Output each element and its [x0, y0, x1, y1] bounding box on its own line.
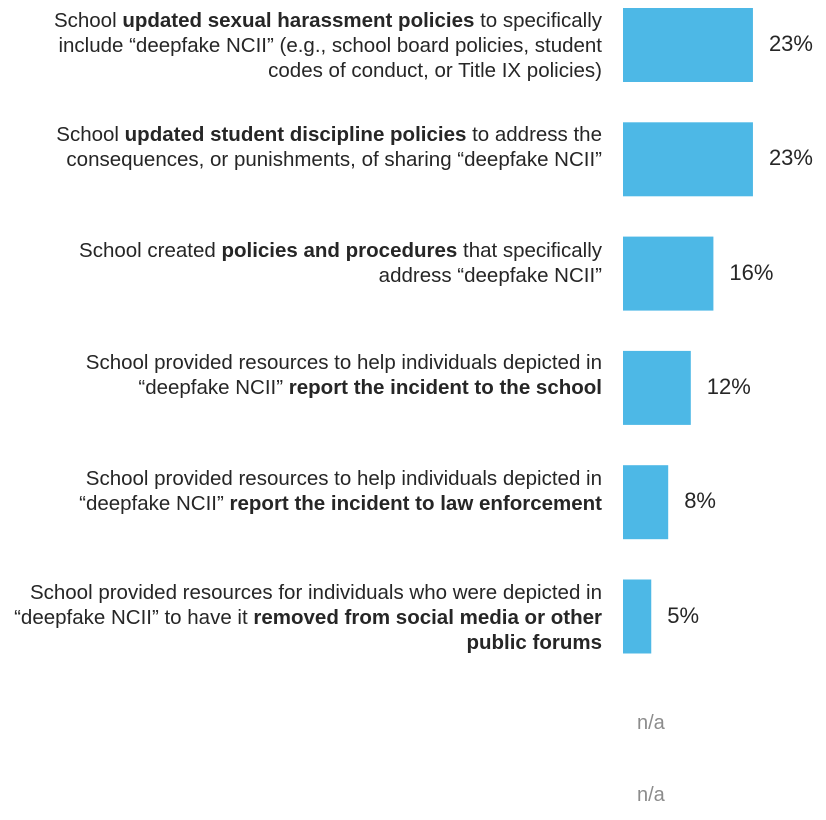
- bar-3: [623, 236, 714, 311]
- bar-5: [623, 465, 669, 540]
- value-label-6: 5%: [667, 602, 700, 628]
- category-label-5-part-2: report the incident to law enforcement: [229, 492, 602, 515]
- category-label-1: School updated sexual harassment policie…: [2, 8, 602, 83]
- value-label-1: 23%: [768, 31, 813, 56]
- value-label-7: n/a: [637, 712, 665, 734]
- bar-1: [623, 8, 753, 82]
- category-label-1-part-2: updated sexual harassment policies: [122, 9, 475, 32]
- category-label-6: School provided resources for individual…: [2, 580, 602, 655]
- category-label-4-part-2: report the incident to the school: [288, 376, 602, 399]
- category-label-3-part-1: School created: [79, 239, 222, 262]
- bar-2: [623, 122, 753, 197]
- category-label-5: School provided resources to help indivi…: [2, 466, 602, 516]
- category-label-3: School created policies and procedures t…: [2, 238, 602, 288]
- value-label-5: 8%: [684, 488, 716, 514]
- category-label-1-part-3: to specifically include “deepfake NCII” …: [58, 9, 602, 82]
- category-label-2: School updated student discipline polici…: [2, 122, 602, 172]
- category-label-1-part-1: School: [53, 9, 123, 32]
- bar-4: [623, 350, 691, 425]
- category-label-2-part-2: updated student discipline policies: [124, 123, 467, 146]
- category-label-5-part-1: School provided resources to help indivi…: [79, 467, 602, 515]
- category-label-4: School provided resources to help indivi…: [2, 350, 602, 400]
- category-label-4-part-1: School provided resources to help indivi…: [85, 351, 602, 399]
- category-label-6-part-2: removed from social media or other publi…: [253, 606, 602, 654]
- value-label-2: 23%: [768, 145, 813, 171]
- value-label-8: n/a: [637, 784, 665, 806]
- category-label-6-part-1: School provided resources for individual…: [14, 581, 602, 629]
- category-label-2-part-3: to address the consequences, or punishme…: [66, 123, 602, 171]
- category-label-3-part-2: policies and procedures: [221, 239, 458, 262]
- bar-6: [623, 579, 652, 654]
- value-label-3: 16%: [729, 259, 774, 285]
- value-label-4: 12%: [706, 373, 751, 399]
- category-label-2-part-1: School: [56, 123, 125, 146]
- category-label-3-part-3: that specifically address “deepfake NCII…: [378, 239, 602, 287]
